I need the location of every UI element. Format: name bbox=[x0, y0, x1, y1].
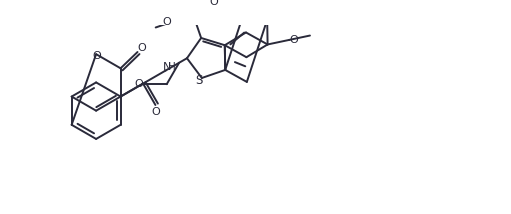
Text: O: O bbox=[134, 79, 143, 89]
Text: O: O bbox=[151, 107, 160, 117]
Text: S: S bbox=[196, 74, 203, 87]
Text: H: H bbox=[168, 62, 176, 72]
Text: O: O bbox=[92, 51, 101, 61]
Text: O: O bbox=[137, 43, 146, 53]
Text: O: O bbox=[162, 17, 171, 27]
Text: O: O bbox=[289, 35, 298, 45]
Text: O: O bbox=[210, 0, 219, 7]
Text: N: N bbox=[163, 62, 172, 72]
